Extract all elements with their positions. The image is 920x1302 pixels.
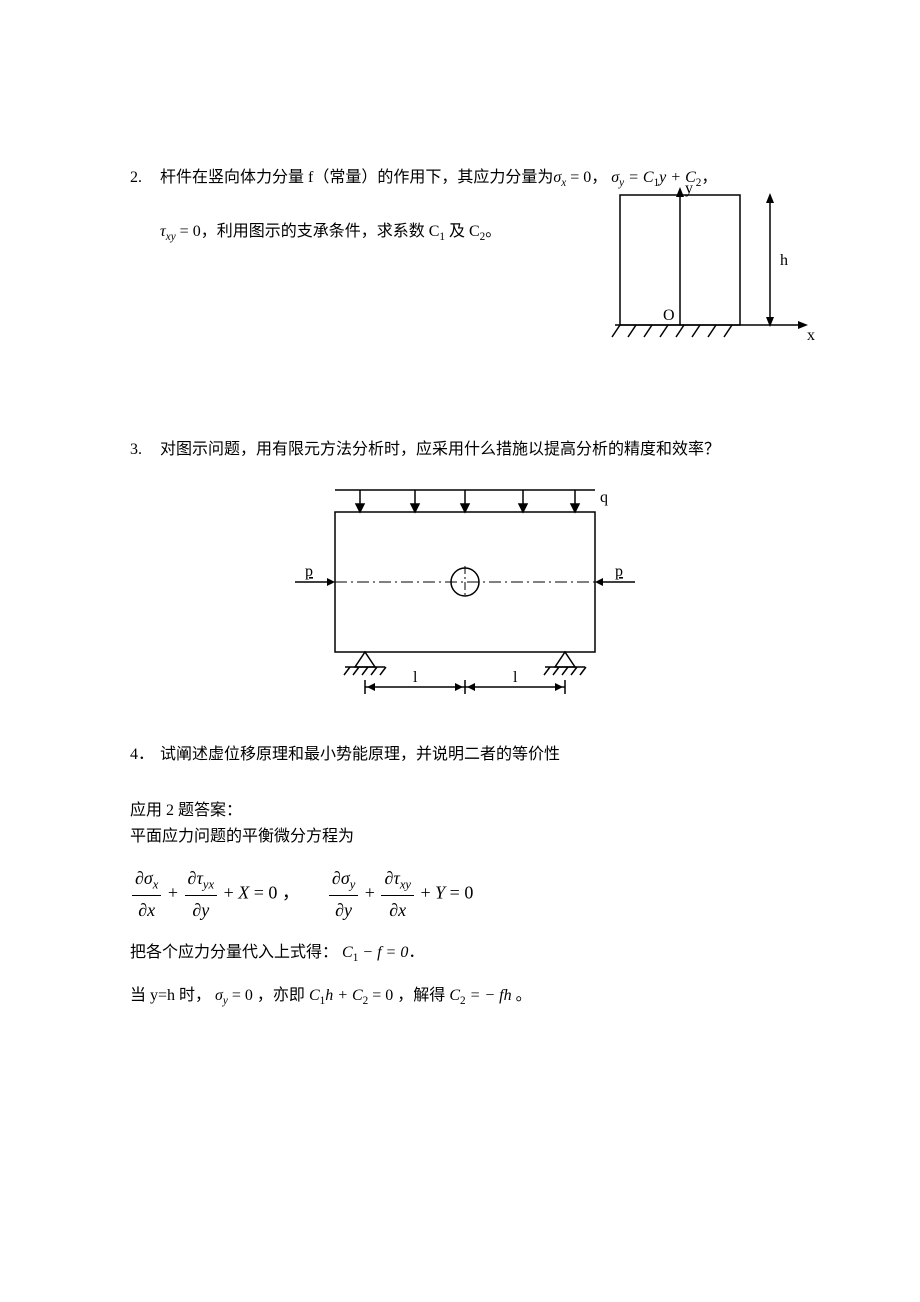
plus: +	[365, 883, 380, 903]
eq: h + C	[325, 987, 362, 1004]
eq-zero: = 0	[254, 883, 278, 903]
eq: = 0	[368, 987, 393, 1004]
equation-equilibrium: ∂σx ∂x + ∂τyx ∂y + X = 0 ， ∂σy ∂y + ∂τxy…	[130, 864, 790, 925]
problem-body: 试阐述虚位移原理和最小势能原理，并说明二者的等价性	[160, 742, 790, 768]
plus: +	[421, 883, 436, 903]
text: 对图示问题，用有限元方法分析时，应采用什么措施以提高分析的精度和效率？	[160, 441, 720, 458]
text: 试阐述虚位移原理和最小势能原理，并说明二者的等价性	[160, 746, 560, 763]
sigma: σ	[215, 987, 223, 1004]
l-label: l	[413, 669, 418, 686]
sigma-y: σ	[611, 169, 619, 186]
fraction: ∂σy ∂y	[329, 864, 358, 925]
X: X	[238, 883, 249, 903]
Y: Y	[435, 883, 445, 903]
eq: = 0	[176, 223, 201, 240]
eq: = 0	[228, 987, 253, 1004]
problem-2: 2. 杆件在竖向体力分量 f（常量）的作用下，其应力分量为σx = 0， σy …	[130, 165, 790, 247]
period: 。	[512, 987, 532, 1004]
y-label: y	[685, 185, 693, 197]
eq: − f = 0	[358, 944, 408, 961]
problem-number: 4．	[130, 742, 160, 768]
p-label: p	[615, 563, 623, 580]
problem-body: 对图示问题，用有限元方法分析时，应采用什么措施以提高分析的精度和效率？	[160, 437, 790, 463]
problem-3: 3. 对图示问题，用有限元方法分析时，应采用什么措施以提高分析的精度和效率？	[130, 437, 790, 463]
problem-body: 杆件在竖向体力分量 f（常量）的作用下，其应力分量为σx = 0， σy = C…	[160, 165, 790, 247]
x-label: x	[807, 327, 815, 344]
C: C	[309, 987, 320, 1004]
diagram-plate: q p p	[275, 482, 645, 712]
sub: xy	[166, 231, 176, 243]
text: ，利用图示的支承条件，求系数 C	[201, 223, 440, 240]
text: 当 y=h 时，	[130, 987, 211, 1004]
eq: y + C	[659, 169, 696, 186]
text: 杆件在竖向体力分量 f（常量）的作用下，其应力分量为	[160, 169, 553, 186]
answer-line3: 当 y=h 时， σy = 0 ，亦即 C1h + C2 = 0 ，解得 C2 …	[130, 983, 790, 1011]
O-label: O	[663, 307, 675, 324]
text: ，解得	[397, 987, 449, 1004]
period: ．	[408, 944, 424, 961]
answer-line: 平面应力问题的平衡微分方程为	[130, 824, 790, 850]
eq: = 0	[566, 169, 591, 186]
eq: = C	[624, 169, 653, 186]
eq-zero: = 0	[450, 883, 474, 903]
diagram-column: y x h O	[590, 185, 820, 355]
problem-number: 3.	[130, 437, 160, 463]
text: ，亦即	[257, 987, 309, 1004]
text: 及 C	[445, 223, 480, 240]
p-label: p	[305, 563, 313, 580]
answer-section: 应用 2 题答案： 平面应力问题的平衡微分方程为 ∂σx ∂x + ∂τyx ∂…	[130, 798, 790, 1011]
answer-title: 应用 2 题答案：	[130, 798, 790, 824]
comma: ，	[282, 883, 300, 903]
plus: +	[168, 883, 183, 903]
comma: ，	[591, 169, 607, 186]
text: 把各个应力分量代入上式得：	[130, 944, 338, 961]
q-label: q	[600, 489, 608, 506]
answer-line2: 把各个应力分量代入上式得： C1 − f = 0．	[130, 940, 790, 968]
page-content: 2. 杆件在竖向体力分量 f（常量）的作用下，其应力分量为σx = 0， σy …	[0, 0, 920, 1126]
problem-number: 2.	[130, 165, 160, 247]
fraction: ∂τyx ∂y	[185, 864, 218, 925]
fraction: ∂σx ∂x	[132, 864, 161, 925]
text: 。	[485, 223, 501, 240]
l-label: l	[513, 669, 518, 686]
problem-4: 4． 试阐述虚位移原理和最小势能原理，并说明二者的等价性	[130, 742, 790, 768]
C: C	[342, 944, 353, 961]
fraction: ∂τxy ∂x	[381, 864, 414, 925]
eq: = − fh	[466, 987, 512, 1004]
C: C	[449, 987, 460, 1004]
plus: +	[224, 883, 239, 903]
comma: ，	[701, 169, 717, 186]
h-label: h	[780, 252, 788, 269]
